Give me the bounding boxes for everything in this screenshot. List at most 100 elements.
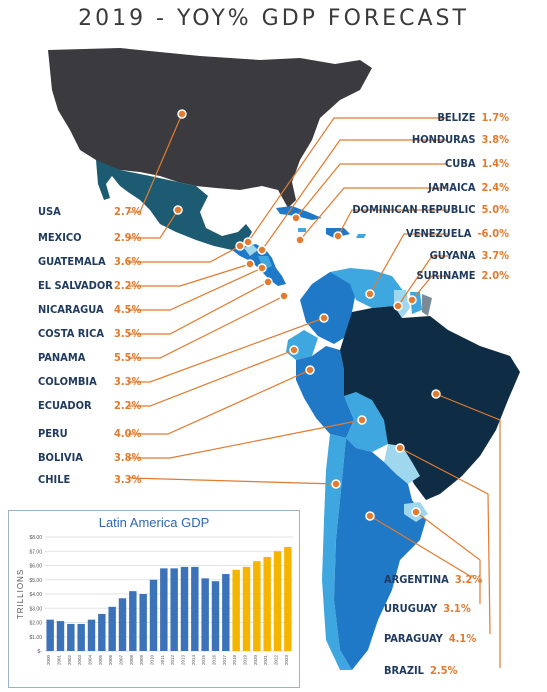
label-brazil: BRAZIL 2.5% (384, 664, 457, 677)
forecast-value: 2.7% (114, 205, 142, 218)
label-ecuador: ECUADOR 2.2% (38, 399, 141, 412)
x-tick-label: 2007 (119, 655, 124, 666)
label-usa: USA 2.7% (38, 205, 141, 218)
x-tick-label: 2006 (108, 655, 113, 666)
country-name: PERU (38, 427, 68, 440)
mexico-marker (173, 205, 183, 215)
country-name: GUYANA (429, 249, 476, 262)
forecast-value: 3.8% (481, 133, 509, 146)
x-tick-label: 2018 (232, 655, 237, 666)
bar (263, 556, 271, 651)
forecast-value: 2.2% (114, 279, 142, 292)
forecast-value: 4.5% (114, 303, 142, 316)
x-tick-label: 2013 (181, 655, 186, 666)
x-tick-label: 2001 (57, 655, 62, 666)
venezuela-marker (365, 289, 375, 299)
label-paraguay: PARAGUAY 4.1% (384, 632, 476, 645)
label-cuba: CUBA 1.4% (445, 157, 509, 170)
chile-marker (331, 479, 341, 489)
bar (149, 579, 158, 651)
country-name: USA (38, 205, 61, 218)
y-tick-label: $8.00 (29, 535, 42, 541)
suriname-marker (407, 295, 417, 305)
y-tick-label: $3.00 (29, 606, 42, 612)
brazil-marker (431, 389, 441, 399)
x-tick-label: 2002 (67, 655, 72, 666)
jamaica-region (298, 228, 306, 232)
chart-title: Latin America GDP (98, 515, 210, 530)
y-tick-label: $5.00 (29, 578, 42, 584)
label-uruguay: URUGUAY 3.1% (384, 602, 471, 615)
uruguay-marker (411, 507, 421, 517)
colombia-region (300, 272, 356, 344)
bar (56, 621, 65, 651)
label-mexico: MEXICO 2.9% (38, 231, 141, 244)
label-guatemala: GUATEMALA 3.6% (38, 255, 141, 268)
bar (222, 574, 230, 651)
country-name: NICARAGUA (38, 303, 104, 316)
x-tick-label: 2010 (150, 655, 155, 666)
bar (284, 546, 292, 651)
bar (201, 578, 209, 651)
chile-region (322, 434, 352, 670)
bar (46, 619, 54, 651)
label-bolivia: BOLIVIA 3.8% (38, 451, 141, 464)
y-tick-label: $4.00 (29, 592, 42, 598)
label-honduras: HONDURAS 3.8% (412, 133, 509, 146)
forecast-value: 4.1% (448, 632, 477, 645)
country-name: COLOMBIA (38, 375, 97, 388)
mexico-region (96, 160, 252, 250)
argentina-marker (365, 511, 375, 521)
panama-marker (279, 291, 289, 301)
bar (118, 598, 127, 651)
forecast-value: 3.7% (481, 249, 509, 262)
x-tick-label: 2012 (170, 655, 175, 666)
forecast-value: -6.0% (477, 227, 509, 240)
x-tick-label: 2011 (160, 655, 165, 665)
forecast-value: 1.4% (481, 157, 509, 170)
forecast-value: 2.2% (114, 399, 142, 412)
x-tick-label: 2004 (88, 655, 93, 666)
forecast-value: 2.0% (481, 269, 509, 282)
forecast-value: 5.0% (481, 203, 509, 216)
x-tick-label: 2015 (201, 655, 206, 666)
forecast-value: 2.9% (114, 231, 142, 244)
bar (170, 568, 178, 651)
country-name: SURINAME (416, 269, 476, 282)
x-tick-label: 2005 (98, 655, 103, 666)
label-argentina: ARGENTINA 3.2% (384, 573, 482, 586)
jamaica-marker (295, 235, 305, 245)
label-peru: PERU 4.0% (38, 427, 141, 440)
label-colombia: COLOMBIA 3.3% (38, 375, 141, 388)
country-name: ECUADOR (38, 399, 92, 412)
brazil-region (340, 306, 520, 500)
label-guyana: GUYANA 3.7% (430, 249, 509, 262)
cuba-marker (291, 213, 301, 223)
nicaragua-marker (257, 263, 267, 273)
country-name: JAMAICA (428, 181, 476, 194)
label-dominican-republic: DOMINICAN REPUBLIC 5.0% (352, 203, 509, 216)
country-name: CHILE (38, 473, 71, 486)
x-tick-label: 2021 (263, 655, 268, 666)
y-tick-label: $2.00 (29, 621, 42, 627)
label-el-salvador: EL SALVADOR 2.2% (38, 279, 141, 292)
bar (77, 623, 85, 651)
ecuador-marker (289, 345, 299, 355)
usa-region (48, 48, 372, 208)
honduras-marker (257, 245, 267, 255)
country-name: ARGENTINA (384, 573, 449, 586)
argentina-region (334, 438, 426, 670)
y-tick-label: $- (38, 649, 43, 655)
x-tick-label: 2008 (129, 655, 134, 666)
y-axis-label: TRILLIONS (16, 569, 25, 619)
peru-marker (305, 365, 315, 375)
y-tick-label: $7.00 (29, 549, 42, 555)
bar (232, 569, 240, 651)
country-name: BELIZE (437, 111, 476, 124)
x-tick-label: 2016 (212, 655, 217, 666)
country-name: BOLIVIA (38, 451, 83, 464)
forecast-value: 1.7% (481, 111, 509, 124)
country-name: URUGUAY (384, 602, 438, 615)
country-name: HONDURAS (411, 133, 476, 146)
bar (108, 606, 116, 651)
